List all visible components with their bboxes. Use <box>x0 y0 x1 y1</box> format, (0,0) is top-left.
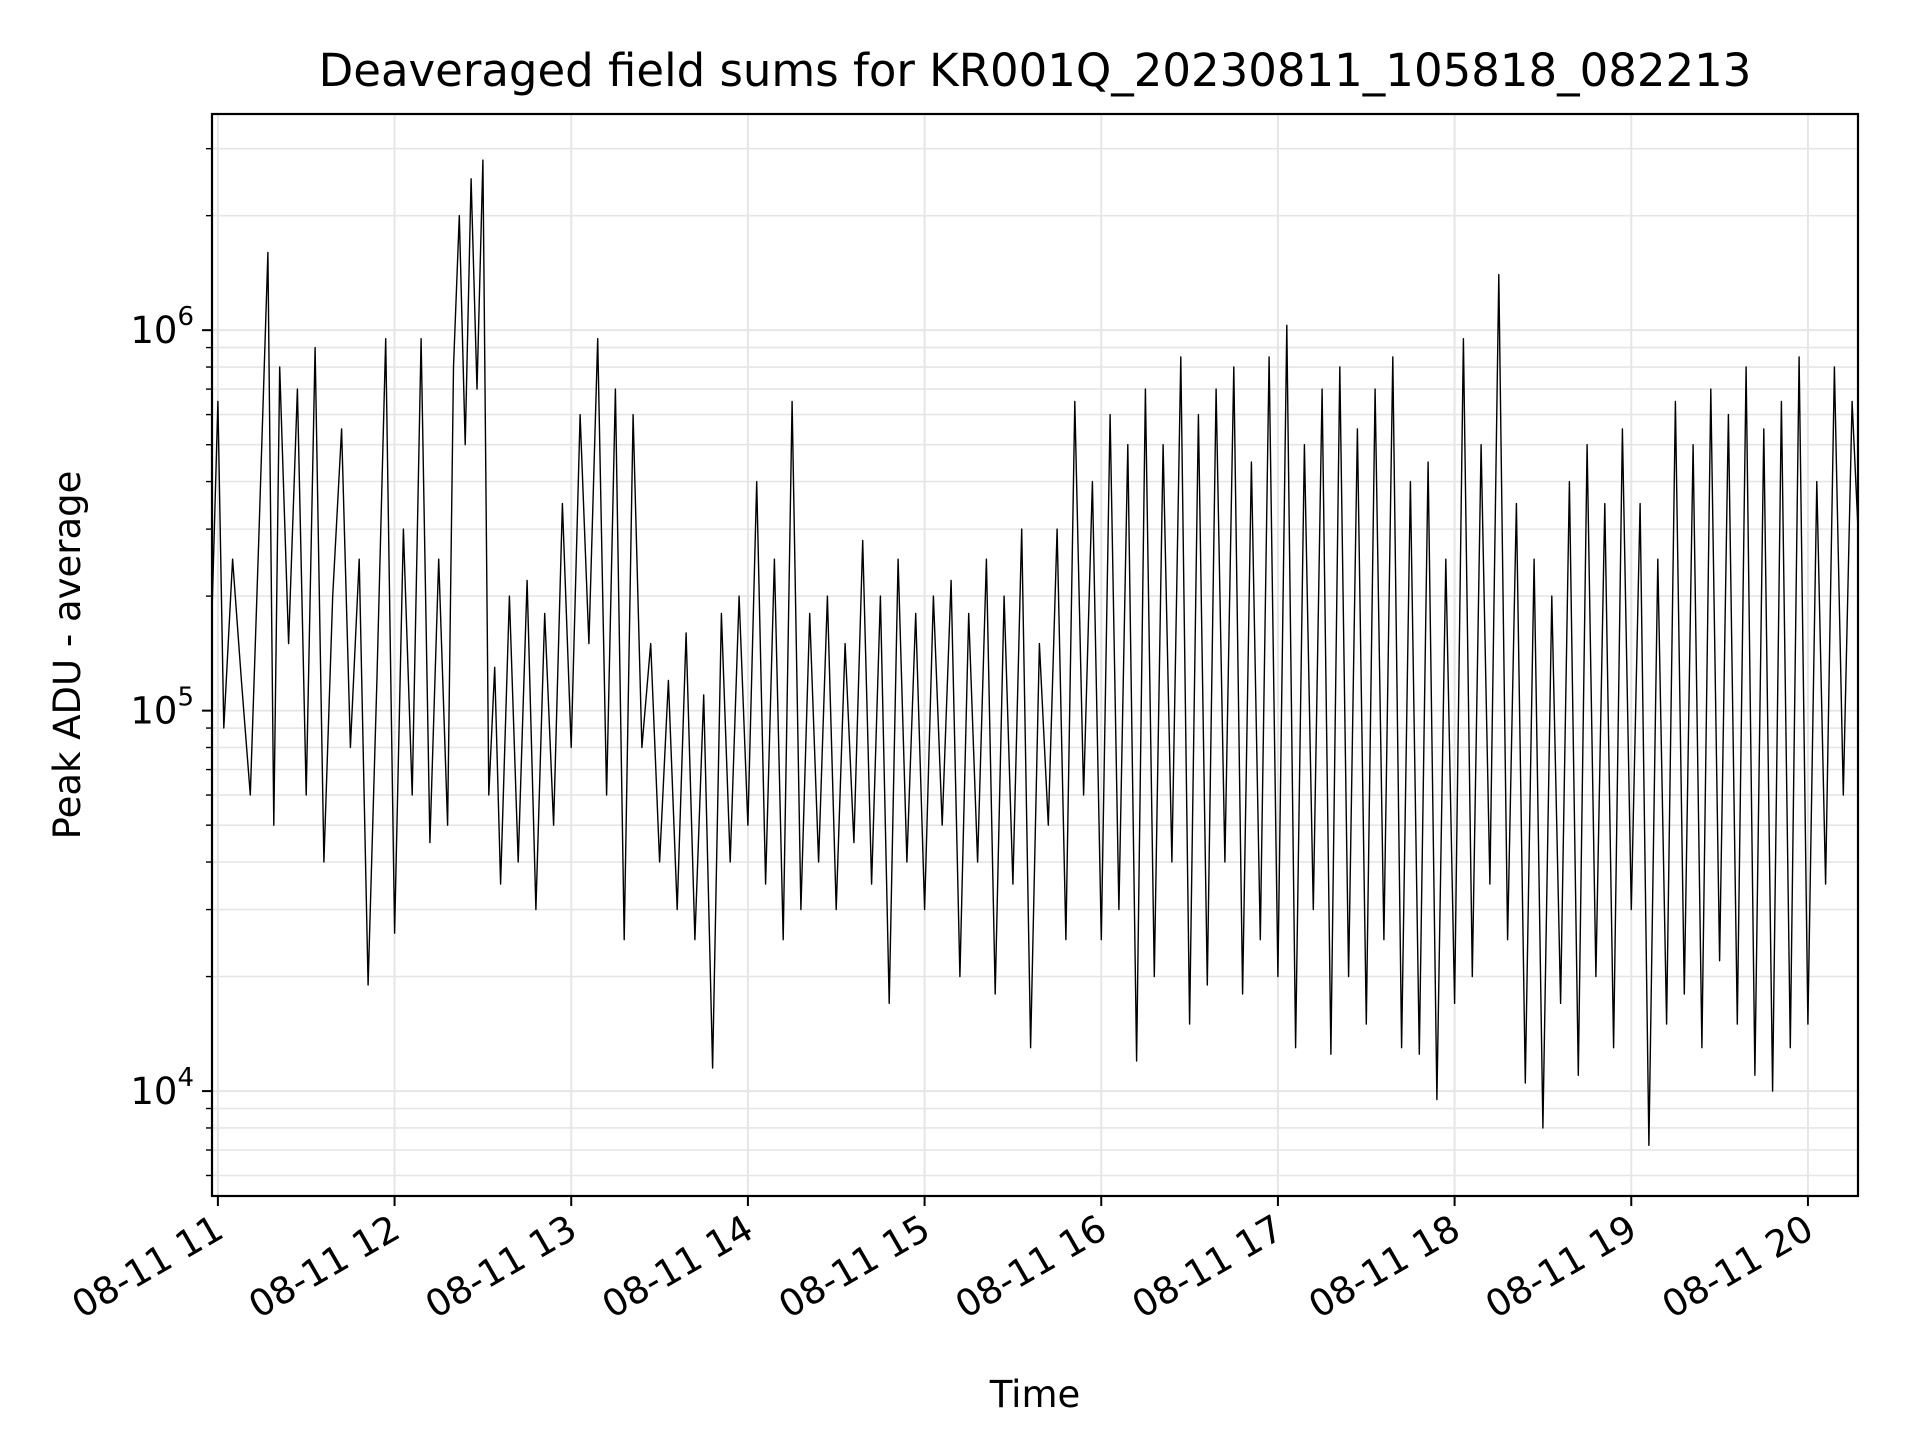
y-axis-label: Peak ADU - average <box>46 471 89 840</box>
y-tick-label-exponent: 6 <box>177 302 194 332</box>
y-tick-label-base: 10 <box>130 690 177 733</box>
y-tick-label-exponent: 5 <box>177 683 194 713</box>
y-tick-label-base: 10 <box>130 309 177 352</box>
x-axis-label: Time <box>989 1373 1081 1416</box>
y-tick-label: 106 <box>130 302 194 352</box>
y-tick-label: 105 <box>130 683 194 733</box>
y-tick-label-exponent: 4 <box>177 1063 194 1093</box>
y-tick-label: 104 <box>130 1063 194 1113</box>
series-line <box>211 159 1859 1147</box>
plot-frame <box>210 112 1860 1198</box>
chart-title: Deaveraged field sums for KR001Q_2023081… <box>319 44 1752 97</box>
y-tick-label-base: 10 <box>130 1070 177 1113</box>
